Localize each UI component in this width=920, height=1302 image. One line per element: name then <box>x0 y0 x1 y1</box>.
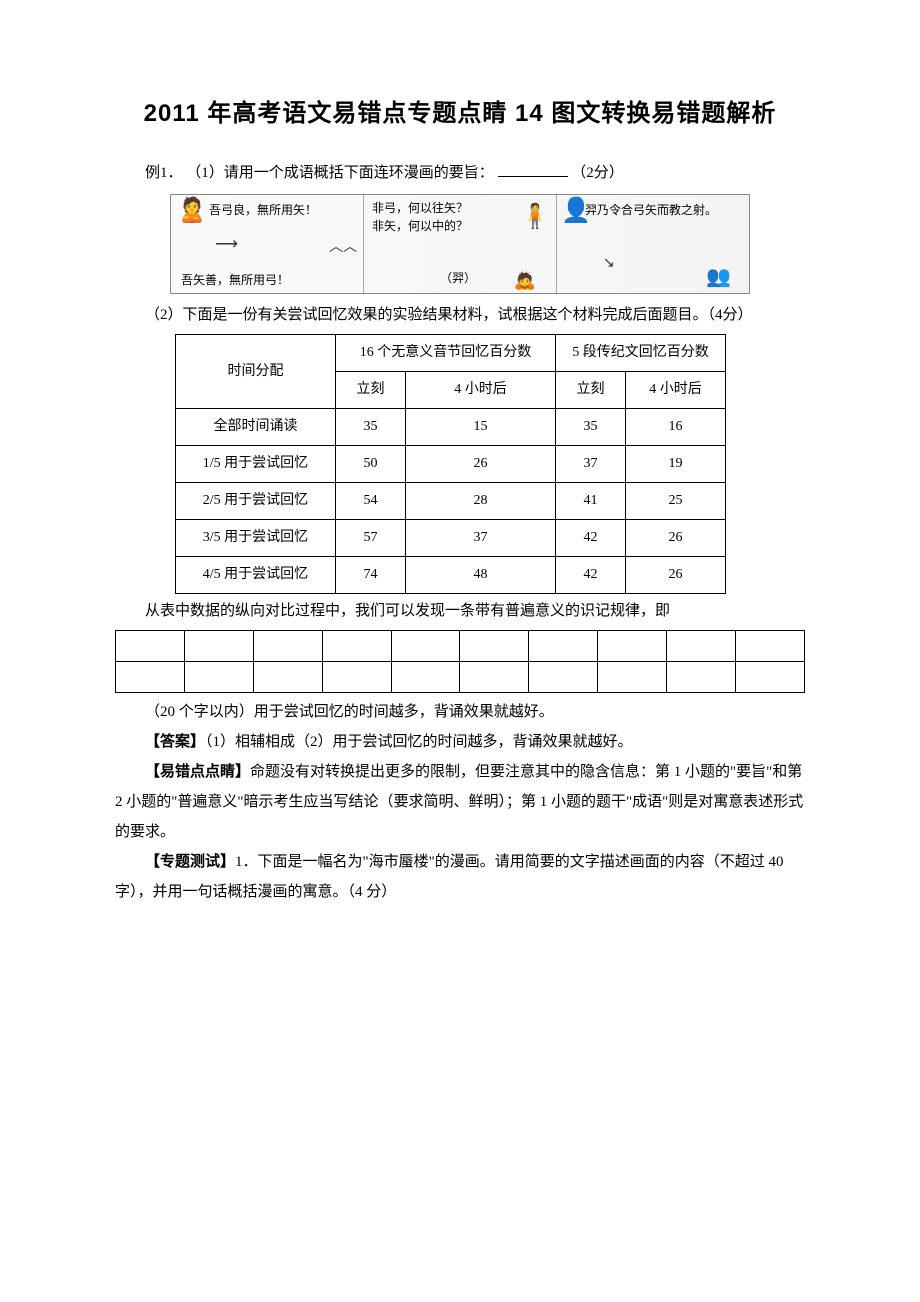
blank-cell[interactable] <box>460 631 529 662</box>
blank-cell[interactable] <box>667 631 736 662</box>
subhead-c3: 立刻 <box>556 372 626 409</box>
example1-q1-text: （1）请用一个成语概括下面连环漫画的要旨： <box>186 165 494 181</box>
comic3-text: 羿乃令合弓矢而教之射。 <box>585 203 717 217</box>
table-cell: 15 <box>406 409 556 446</box>
example1-q2: （2）下面是一份有关尝试回忆效果的实验结果材料，试根据这个材料完成后面题目。（4… <box>115 300 805 330</box>
figure-archer-icon: 🙎 <box>177 199 207 223</box>
table-row: 4/5 用于尝试回忆74484226 <box>176 557 726 594</box>
mountain-icon: ︿︿ <box>329 241 357 255</box>
blank-cell[interactable] <box>529 662 598 693</box>
comic-panel-1: 🙎 吾弓良，無所用矢！ 吾矢善，無所用弓！ ⟶ ︿︿ <box>171 195 364 293</box>
blank-cell[interactable] <box>736 631 805 662</box>
blank-cell[interactable] <box>736 662 805 693</box>
table-row: 1/5 用于尝试回忆50263719 <box>176 446 726 483</box>
table-cell: 25 <box>626 483 726 520</box>
table-cell: 28 <box>406 483 556 520</box>
table-cell: 26 <box>626 557 726 594</box>
blank-cell[interactable] <box>184 631 253 662</box>
example1-q1: 例1． （1）请用一个成语概括下面连环漫画的要旨： （2分） <box>115 158 805 188</box>
figure-group-icon: 👥 <box>706 267 731 287</box>
row-label: 1/5 用于尝试回忆 <box>176 446 336 483</box>
blank-cell[interactable] <box>184 662 253 693</box>
test-num: 1． <box>235 854 258 870</box>
table-cell: 35 <box>556 409 626 446</box>
comic-strip: 🙎 吾弓良，無所用矢！ 吾矢善，無所用弓！ ⟶ ︿︿ 非弓，何以往矢？ 非矢，何… <box>170 194 750 294</box>
comic2-yi-label: （羿） <box>440 271 476 285</box>
table-cell: 54 <box>336 483 406 520</box>
col-group1: 16 个无意义音节回忆百分数 <box>336 335 556 372</box>
comic1-text-a: 吾弓良，無所用矢！ <box>209 203 317 217</box>
test-label: 【专题测试】 <box>145 854 235 870</box>
blank-cell[interactable] <box>460 662 529 693</box>
blank-fill[interactable] <box>498 161 568 177</box>
answer-grid[interactable] <box>115 630 805 693</box>
col-group2: 5 段传纪文回忆百分数 <box>556 335 726 372</box>
blank-cell[interactable] <box>253 631 322 662</box>
blank-cell[interactable] <box>116 662 185 693</box>
blank-cell[interactable] <box>391 631 460 662</box>
figure-kneel-icon: 🙇 <box>514 271 536 289</box>
hint-text: （20 个字以内）用于尝试回忆的时间越多，背诵效果就越好。 <box>115 697 805 727</box>
comic-panel-2: 非弓，何以往矢？ 非矢，何以中的？ （羿） 🧍 🙇 <box>364 195 557 293</box>
table-cell: 37 <box>406 520 556 557</box>
table-cell: 42 <box>556 557 626 594</box>
blank-cell[interactable] <box>253 662 322 693</box>
test-para: 【专题测试】1．下面是一幅名为"海市蜃楼"的漫画。请用简要的文字描述画面的内容（… <box>115 847 805 907</box>
blank-cell[interactable] <box>529 631 598 662</box>
blank-cell[interactable] <box>667 662 736 693</box>
arrow2-icon: ↘ <box>603 257 615 271</box>
table-row: 2/5 用于尝试回忆54284125 <box>176 483 726 520</box>
comic-panel-3: 👤 羿乃令合弓矢而教之射。 👥 ↘ <box>557 195 749 293</box>
blank-cell[interactable] <box>116 631 185 662</box>
subhead-c1: 立刻 <box>336 372 406 409</box>
table-cell: 37 <box>556 446 626 483</box>
blank-cell[interactable] <box>598 631 667 662</box>
tip-para: 【易错点点睛】命题没有对转换提出更多的限制，但要注意其中的隐含信息：第 1 小题… <box>115 757 805 847</box>
row-label: 全部时间诵读 <box>176 409 336 446</box>
blank-cell[interactable] <box>322 631 391 662</box>
answer-text: （1）相辅相成（2）用于尝试回忆的时间越多，背诵效果就越好。 <box>205 734 633 750</box>
arrow-icon: ⟶ <box>215 237 238 253</box>
blank-cell[interactable] <box>322 662 391 693</box>
row-label: 4/5 用于尝试回忆 <box>176 557 336 594</box>
after-table-text: 从表中数据的纵向对比过程中，我们可以发现一条带有普遍意义的识记规律，即 <box>115 596 805 626</box>
comic1-text-b: 吾矢善，無所用弓！ <box>181 273 289 287</box>
table-cell: 48 <box>406 557 556 594</box>
table-cell: 74 <box>336 557 406 594</box>
page-title: 2011 年高考语文易错点专题点睛 14 图文转换易错题解析 <box>115 90 805 138</box>
table-cell: 50 <box>336 446 406 483</box>
table-cell: 35 <box>336 409 406 446</box>
table-cell: 16 <box>626 409 726 446</box>
answer-para: 【答案】（1）相辅相成（2）用于尝试回忆的时间越多，背诵效果就越好。 <box>115 727 805 757</box>
recall-table: 时间分配 16 个无意义音节回忆百分数 5 段传纪文回忆百分数 立刻 4 小时后… <box>175 334 726 594</box>
row-label: 3/5 用于尝试回忆 <box>176 520 336 557</box>
table-cell: 41 <box>556 483 626 520</box>
table-cell: 19 <box>626 446 726 483</box>
tip-label: 【易错点点睛】 <box>145 764 250 780</box>
row-header-cell: 时间分配 <box>176 335 336 409</box>
comic2-text-a: 非弓，何以往矢？ <box>372 201 468 215</box>
table-cell: 42 <box>556 520 626 557</box>
table-cell: 57 <box>336 520 406 557</box>
example1-q1-points: （2分） <box>571 165 624 181</box>
example1-label: 例1． <box>145 165 183 181</box>
table-cell: 26 <box>406 446 556 483</box>
subhead-c2: 4 小时后 <box>406 372 556 409</box>
table-row: 3/5 用于尝试回忆57374226 <box>176 520 726 557</box>
table-cell: 26 <box>626 520 726 557</box>
subhead-c4: 4 小时后 <box>626 372 726 409</box>
blank-cell[interactable] <box>598 662 667 693</box>
blank-cell[interactable] <box>391 662 460 693</box>
answer-label: 【答案】 <box>145 734 205 750</box>
table-row: 全部时间诵读35153516 <box>176 409 726 446</box>
comic2-text-b: 非矢，何以中的？ <box>372 219 468 233</box>
figure-person-icon: 🧍 <box>520 205 550 229</box>
row-label: 2/5 用于尝试回忆 <box>176 483 336 520</box>
